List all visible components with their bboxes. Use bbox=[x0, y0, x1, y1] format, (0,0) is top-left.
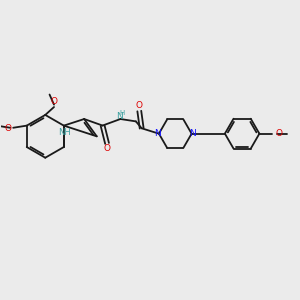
Text: O: O bbox=[136, 101, 143, 110]
Text: H: H bbox=[119, 110, 124, 116]
Text: N: N bbox=[154, 129, 161, 138]
Text: NH: NH bbox=[58, 128, 71, 137]
Text: O: O bbox=[103, 144, 110, 153]
Text: O: O bbox=[4, 124, 12, 133]
Text: O: O bbox=[50, 98, 58, 106]
Text: N: N bbox=[189, 129, 196, 138]
Text: N: N bbox=[116, 112, 123, 121]
Text: O: O bbox=[275, 129, 282, 138]
